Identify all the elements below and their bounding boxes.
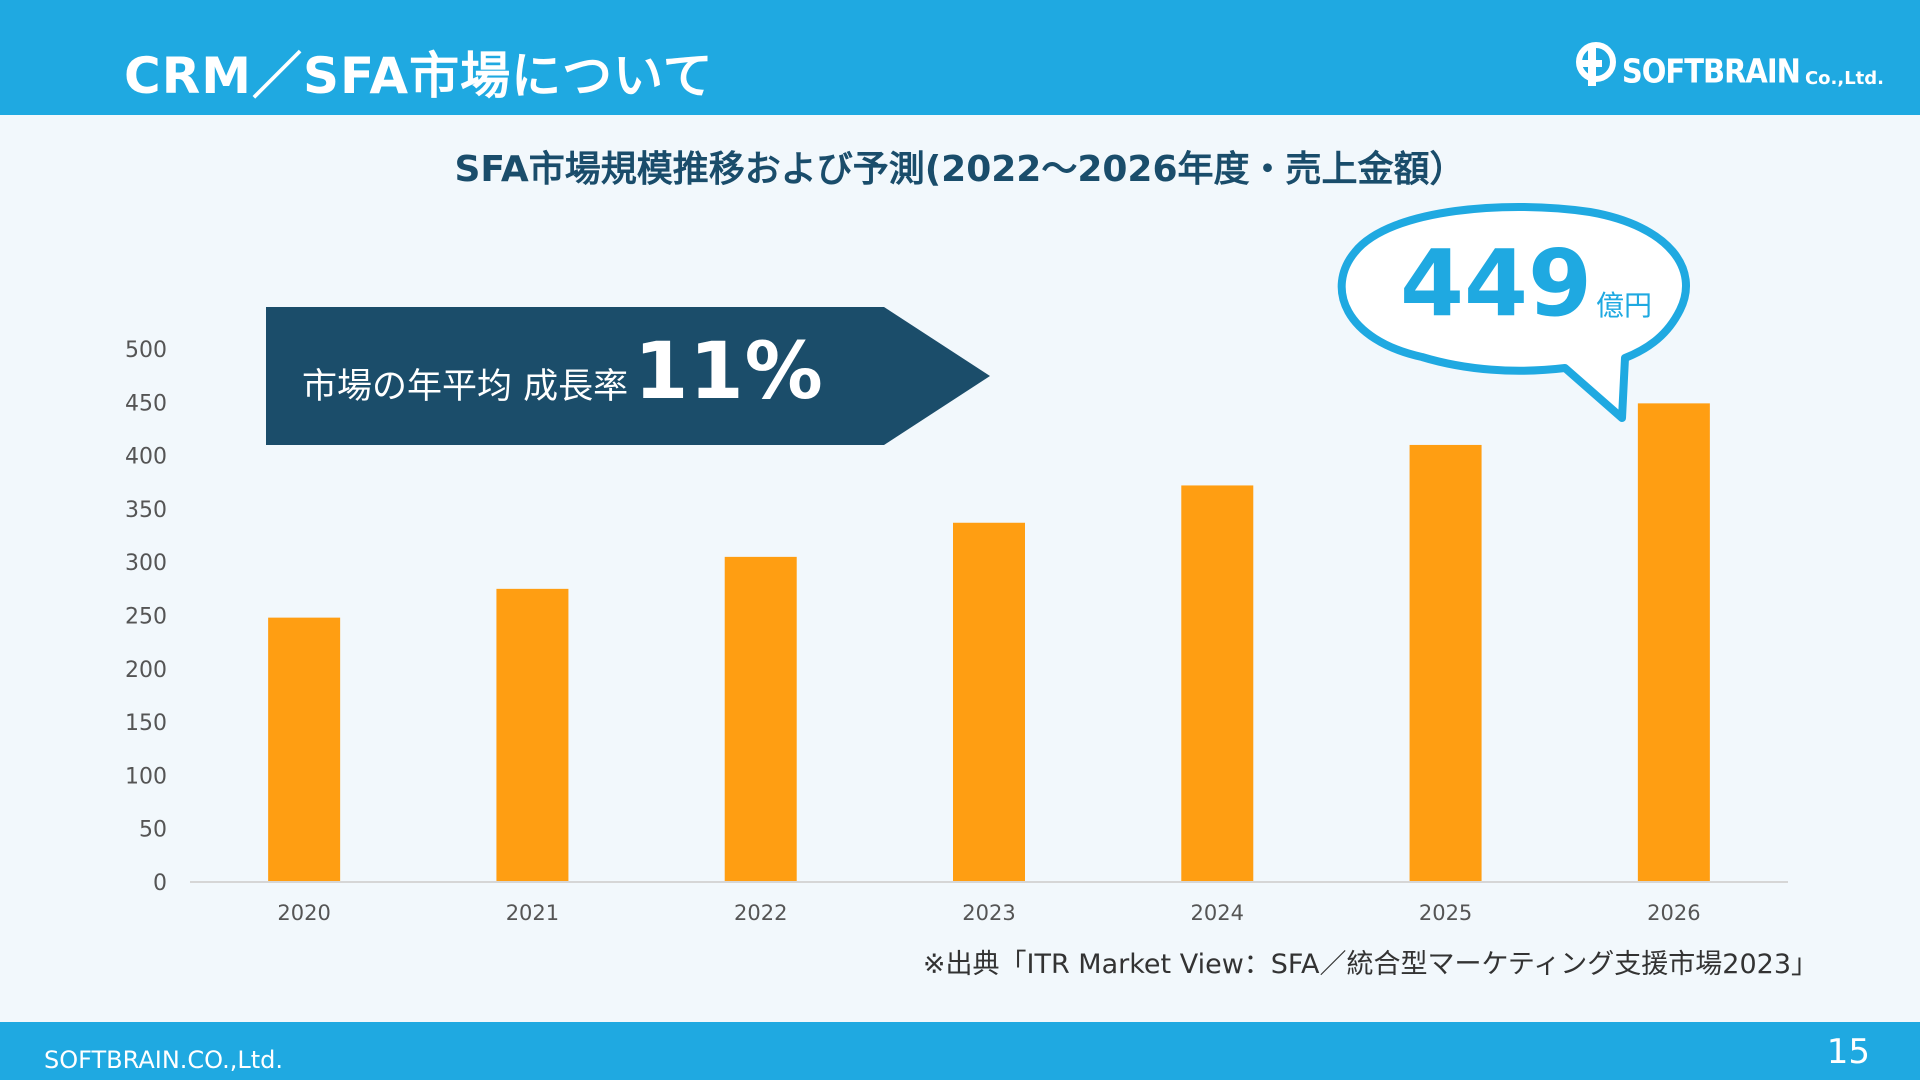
page-title: CRM／SFA市場について: [124, 47, 714, 105]
highlight-value: 449: [1400, 230, 1593, 337]
growth-rate-banner: 市場の年平均 成長率 11%: [266, 307, 990, 445]
header-bar: CRM／SFA市場について SOFTBRAIN Co.,Ltd.: [0, 0, 1920, 115]
chart-bars: [268, 403, 1710, 882]
growth-label: 市場の年平均 成長率: [302, 367, 629, 407]
arrow-banner-shape: [266, 307, 990, 445]
company-logo: SOFTBRAIN Co.,Ltd.: [1574, 38, 1884, 88]
x-tick-label: 2022: [734, 901, 787, 925]
x-tick-label: 2024: [1191, 901, 1244, 925]
bar-2021: [496, 588, 569, 882]
y-tick-label: 450: [125, 391, 167, 416]
bar-2023: [953, 522, 1025, 882]
growth-value: 11%: [634, 327, 824, 417]
highlight-unit: 億円: [1596, 289, 1653, 322]
y-tick-label: 0: [153, 871, 167, 896]
source-note: ※出典「ITR Market View：SFA／統合型マーケティング支援市場20…: [922, 949, 1818, 980]
logo-suffix: Co.,Ltd.: [1804, 68, 1884, 89]
page-number: 15: [1826, 1032, 1870, 1072]
y-tick-label: 200: [125, 658, 167, 683]
softbrain-logo-icon: [1575, 42, 1616, 86]
speech-bubble-shape: [1337, 203, 1690, 422]
y-tick-label: 250: [125, 605, 167, 630]
x-axis-labels: 2020 2021 2022 2023 2024 2025 2026: [277, 901, 1700, 925]
x-tick-label: 2020: [277, 901, 330, 925]
y-tick-label: 400: [125, 445, 167, 470]
x-tick-label: 2023: [962, 901, 1015, 925]
footer-bar: SOFTBRAIN.CO.,Ltd. 15: [0, 1022, 1920, 1080]
chart-title: SFA市場規模推移および予測(2022～2026年度・売上金額）: [454, 149, 1466, 190]
highlight-speech-bubble: 449 億円: [1330, 200, 1710, 430]
bar-2025: [1409, 444, 1482, 882]
y-tick-label: 350: [125, 498, 167, 523]
footer-company: SOFTBRAIN.CO.,Ltd.: [44, 1046, 283, 1074]
y-tick-label: 300: [125, 551, 167, 576]
y-tick-label: 500: [125, 338, 167, 363]
x-tick-label: 2025: [1419, 901, 1472, 925]
y-tick-label: 100: [125, 764, 167, 789]
bar-2024: [1181, 485, 1254, 882]
x-tick-label: 2021: [506, 901, 559, 925]
logo-name: SOFTBRAIN: [1621, 51, 1801, 91]
y-axis-ticks: 0 50 100 150 200 250 300 350 400 450 500: [125, 338, 167, 896]
y-tick-label: 50: [139, 818, 167, 843]
bar-2026: [1637, 403, 1710, 882]
bar-2022: [724, 556, 797, 882]
y-tick-label: 150: [125, 711, 167, 736]
x-tick-label: 2026: [1647, 901, 1700, 925]
bar-2020: [268, 617, 341, 882]
